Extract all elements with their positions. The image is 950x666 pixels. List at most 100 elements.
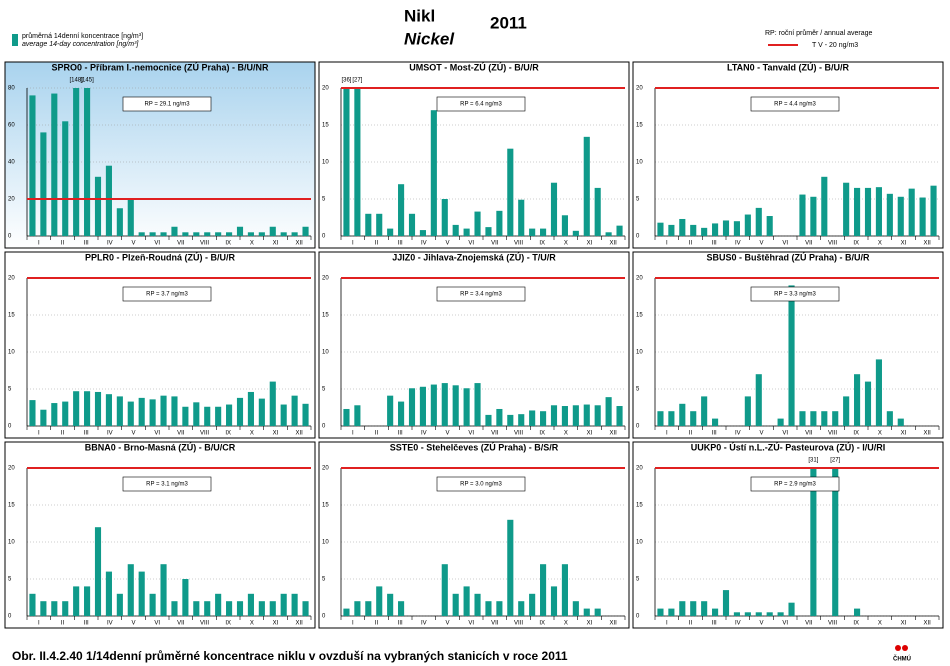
y-tick-label: 20 [8, 466, 15, 472]
month-label: III [84, 621, 89, 627]
y-tick-label: 20 [636, 466, 643, 472]
bar [594, 187, 601, 236]
bar [485, 414, 492, 426]
month-label: I [38, 431, 40, 437]
bar [930, 185, 937, 236]
bar [441, 564, 448, 616]
bar [116, 593, 123, 616]
caption: Obr. II.4.2.40 1/14denní průměrné koncen… [12, 649, 568, 663]
month-label: XII [295, 621, 303, 627]
bars [343, 383, 623, 426]
bars [29, 381, 309, 426]
bar [452, 385, 459, 426]
bar [474, 593, 481, 616]
month-label: II [375, 431, 379, 437]
value-label: [31] [808, 458, 818, 464]
bar [171, 396, 178, 426]
month-label: IX [225, 431, 231, 437]
bar [365, 601, 372, 616]
bar [193, 402, 200, 426]
month-label: XII [609, 431, 617, 437]
month-label: XII [923, 241, 931, 247]
bars [29, 88, 309, 236]
bar [616, 225, 623, 236]
bar [40, 409, 47, 426]
panel-title: UUKP0 - Ústí n.L.-ZÚ- Pasteurova (ZÚ) - … [691, 441, 886, 452]
month-label: IX [539, 621, 545, 627]
bar [215, 406, 222, 426]
bar [496, 408, 503, 426]
bar [594, 405, 601, 426]
legend-en: average 14-day concentration [ng/m³] [22, 41, 139, 48]
bar [886, 411, 893, 426]
month-label: III [84, 241, 89, 247]
bar [777, 418, 784, 426]
y-tick-label: 5 [636, 197, 640, 203]
bar [62, 121, 69, 236]
bar [149, 593, 156, 616]
month-label: II [689, 621, 693, 627]
month-label: II [689, 431, 693, 437]
bar [777, 612, 784, 616]
month-label: VII [805, 621, 813, 627]
y-tick-label: 5 [8, 387, 12, 393]
bar [138, 397, 145, 426]
month-label: II [61, 241, 65, 247]
month-label: II [61, 431, 65, 437]
legend-cz: průměrná 14denní koncentrace [ng/m³] [22, 32, 143, 40]
y-tick-label: 10 [322, 540, 329, 546]
y-tick-label: 15 [8, 503, 15, 509]
month-label: VIII [828, 431, 837, 437]
bar [204, 232, 211, 236]
y-tick-label: 0 [322, 234, 326, 240]
rp-label: RP = 6.4 ng/m3 [460, 102, 502, 108]
bar [832, 468, 839, 616]
bar [302, 403, 309, 426]
bar [657, 411, 664, 426]
month-label: VIII [200, 431, 209, 437]
month-label: IV [735, 621, 741, 627]
bar [788, 602, 795, 616]
bar [291, 395, 298, 426]
y-tick-label: 80 [8, 86, 15, 92]
month-label: I [666, 621, 668, 627]
panel-title: SPRO0 - Příbram I.-nemocnice (ZÚ Praha) … [51, 61, 269, 72]
bar [51, 601, 58, 616]
bars [343, 88, 623, 236]
rp-box [122, 476, 212, 492]
month-label: XII [609, 621, 617, 627]
month-label: XI [273, 241, 279, 247]
bar [550, 586, 558, 616]
bar [149, 232, 156, 236]
bar [441, 383, 448, 426]
bar [744, 396, 751, 426]
month-label: IX [853, 431, 859, 437]
bar [354, 601, 361, 616]
rp-label: RP = 3.0 ng/m3 [460, 482, 502, 488]
bar [182, 406, 189, 426]
y-tick-label: 5 [636, 577, 640, 583]
bar [690, 224, 697, 236]
bar [354, 88, 361, 236]
month-label: III [84, 431, 89, 437]
bar [657, 608, 664, 616]
rp-box [122, 286, 212, 302]
rp-label: RP = 3.1 ng/m3 [146, 482, 188, 488]
panel-title: LTAN0 - Tanvald (ZÚ) - B/U/R [727, 61, 849, 72]
bar [485, 227, 492, 236]
month-label: IV [107, 621, 113, 627]
month-label: VII [177, 241, 185, 247]
bar [408, 388, 416, 426]
bars [29, 527, 309, 616]
panel-title: PPLR0 - Plzeň-Roudná (ZÚ) - B/U/R [85, 251, 235, 262]
y-tick-label: 20 [636, 276, 643, 282]
month-label: VI [468, 621, 474, 627]
bar [116, 208, 123, 236]
bar [105, 165, 112, 236]
bar [171, 601, 178, 616]
bar [280, 593, 287, 616]
bar [875, 187, 882, 236]
logo-dot [902, 645, 908, 651]
bar [105, 394, 112, 426]
